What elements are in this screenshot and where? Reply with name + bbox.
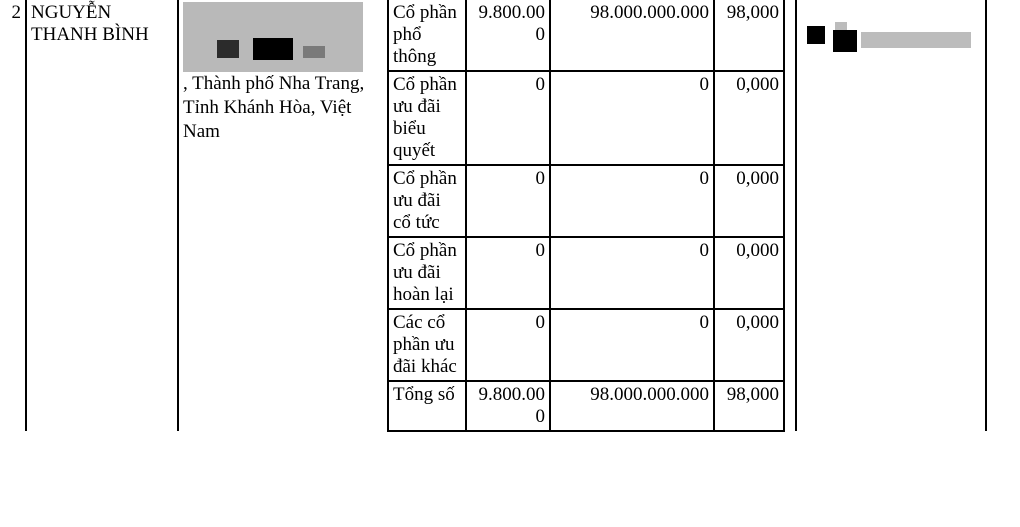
cell-qty: 0	[466, 165, 550, 237]
shareholder-name: NGUYỄN THANH BÌNH	[31, 2, 149, 45]
cell-qty: 0	[466, 237, 550, 309]
redacted-signature-icon	[807, 22, 977, 66]
cell-value: 0	[550, 165, 714, 237]
cell-index: 2	[0, 0, 26, 431]
shareholder-table: 2 NGUYỄN THANH BÌNH , Thành phố Nha Tran…	[0, 0, 1020, 432]
cell-signature	[796, 0, 986, 431]
cell-qty: 9.800.000	[466, 381, 550, 431]
cell-trailing	[986, 0, 1020, 431]
cell-spacer	[784, 0, 796, 431]
redacted-icon	[183, 2, 363, 72]
cell-pct: 0,000	[714, 237, 784, 309]
address-suffix: , Thành phố Nha Trang, Tỉnh Khánh Hòa, V…	[183, 73, 364, 142]
cell-pct: 0,000	[714, 165, 784, 237]
cell-share-type: Cổ phần ưu đãi biểu quyết	[388, 71, 466, 165]
cell-value: 98.000.000.000	[550, 381, 714, 431]
cell-qty: 9.800.000	[466, 0, 550, 71]
cell-address: , Thành phố Nha Trang, Tỉnh Khánh Hòa, V…	[178, 0, 388, 431]
cell-value: 98.000.000.000	[550, 0, 714, 71]
cell-pct: 0,000	[714, 71, 784, 165]
cell-share-type: Cổ phần ưu đãi hoàn lại	[388, 237, 466, 309]
cell-value: 0	[550, 237, 714, 309]
cell-share-type: Cổ phần phổ thông	[388, 0, 466, 71]
cell-pct: 0,000	[714, 309, 784, 381]
table-row: 2 NGUYỄN THANH BÌNH , Thành phố Nha Tran…	[0, 0, 1020, 71]
cell-pct: 98,000	[714, 381, 784, 431]
cell-qty: 0	[466, 309, 550, 381]
cell-share-type: Các cổ phần ưu đãi khác	[388, 309, 466, 381]
cell-qty: 0	[466, 71, 550, 165]
cell-value: 0	[550, 309, 714, 381]
cell-name: NGUYỄN THANH BÌNH	[26, 0, 178, 431]
cell-share-type: Cổ phần ưu đãi cổ tức	[388, 165, 466, 237]
cell-pct: 98,000	[714, 0, 784, 71]
index-value: 2	[12, 2, 22, 23]
cell-value: 0	[550, 71, 714, 165]
cell-share-type: Tổng số	[388, 381, 466, 431]
address-block: , Thành phố Nha Trang, Tỉnh Khánh Hòa, V…	[183, 2, 383, 143]
